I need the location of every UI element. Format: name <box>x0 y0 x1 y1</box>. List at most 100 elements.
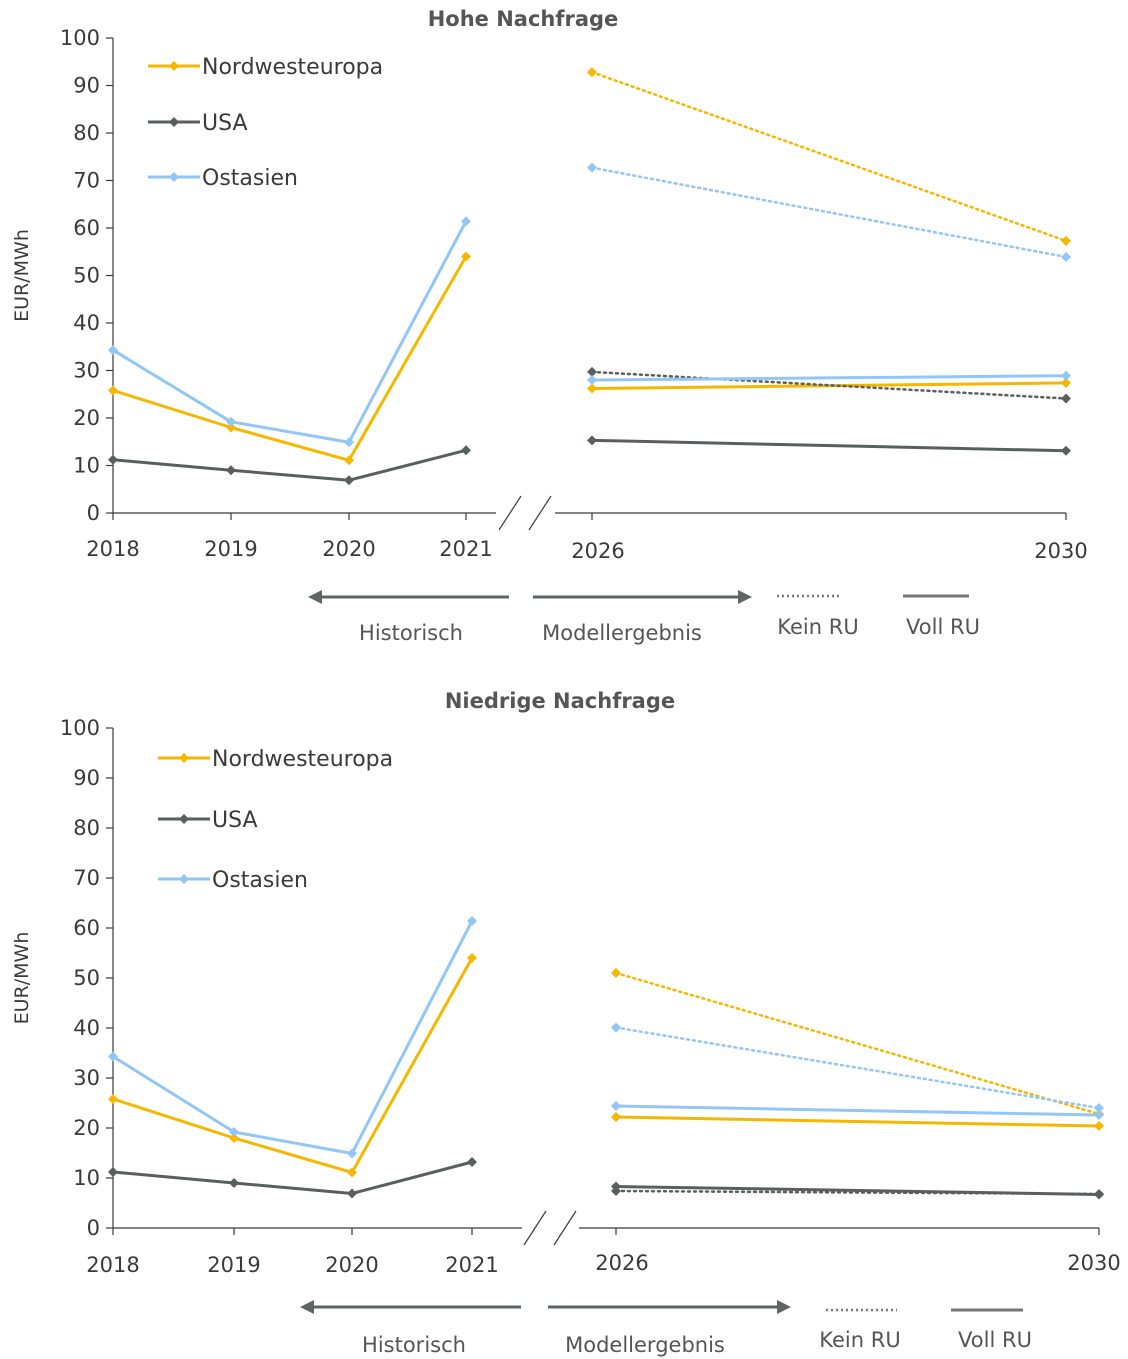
voll-ru-label: Voll RU <box>906 615 980 639</box>
series-line-historical <box>112 255 468 462</box>
series-line-historical <box>112 448 467 482</box>
y-tick-label: 0 <box>87 501 100 525</box>
series-ostasien: Ostasien <box>108 162 1071 448</box>
series-line-voll-ru <box>615 1115 1100 1128</box>
series-nordwesteuropa: Nordwesteuropa <box>108 55 1071 466</box>
data-point-historical <box>226 416 236 427</box>
data-point-historical <box>226 465 236 476</box>
data-point-historical <box>467 1157 477 1167</box>
data-point-kein-ru <box>587 67 597 78</box>
x-tick-label: 2030 <box>1034 539 1087 563</box>
kein-ru-label: Kein RU <box>819 1328 900 1352</box>
y-tick-label: 50 <box>73 264 100 288</box>
data-point-voll-ru <box>587 435 597 446</box>
y-tick-label: 70 <box>73 169 100 193</box>
chart-title: Niedrige Nachfrage <box>445 689 675 713</box>
series-line-kein-ru <box>590 70 1068 243</box>
voll-ru-label: Voll RU <box>958 1328 1032 1352</box>
data-point-voll-ru <box>611 1181 621 1192</box>
data-point-kein-ru <box>611 1022 621 1033</box>
series-line-kein-ru <box>614 1026 1101 1110</box>
modellergebnis-label: Modellergebnis <box>542 621 702 645</box>
arrow-right-icon <box>738 590 752 604</box>
y-tick-label: 70 <box>73 866 100 890</box>
y-tick-label: 40 <box>73 311 100 335</box>
annotation-key: Historisch Modellergebnis Kein RU Voll RU <box>300 1300 1032 1357</box>
data-point-voll-ru <box>1061 377 1071 388</box>
x-tick-label: 2018 <box>86 537 139 561</box>
annotation-key: Historisch Modellergebnis Kein RU Voll RU <box>308 590 980 645</box>
series-line-voll-ru <box>591 381 1067 391</box>
data-point-historical <box>344 437 354 448</box>
y-tick-label: 30 <box>73 1066 100 1090</box>
data-point-historical <box>108 345 118 356</box>
legend-label: Ostasien <box>212 868 308 893</box>
data-point-voll-ru <box>587 375 597 385</box>
legend-label: Ostasien <box>202 166 298 191</box>
series-usa: USA <box>108 808 1104 1200</box>
data-point-historical <box>229 1127 239 1137</box>
data-point-kein-ru <box>1061 251 1071 262</box>
data-point-voll-ru <box>1061 445 1071 456</box>
y-tick-label: 40 <box>73 1016 100 1040</box>
series-line-voll-ru <box>591 438 1067 453</box>
y-tick-label: 0 <box>87 1216 100 1240</box>
data-point-kein-ru <box>1061 235 1071 246</box>
legend-label: USA <box>202 111 248 136</box>
series-line-historical <box>112 920 474 1155</box>
series-nordwesteuropa: Nordwesteuropa <box>108 747 1104 1178</box>
series-line-historical <box>112 957 474 1174</box>
data-point-historical <box>344 455 354 466</box>
data-point-historical <box>344 475 354 486</box>
chart-1: Hohe NachfrageEUR/MWh0102030405060708090… <box>11 7 1088 645</box>
data-point-historical <box>108 385 118 396</box>
arrow-right-icon <box>777 1300 791 1314</box>
x-tick-label: 2021 <box>445 1253 498 1277</box>
legend-marker <box>169 61 179 71</box>
y-axis-label: EUR/MWh <box>11 229 33 322</box>
data-point-voll-ru <box>611 1101 621 1111</box>
data-point-kein-ru <box>587 162 597 173</box>
y-tick-label: 80 <box>73 816 100 840</box>
legend-label: Nordwesteuropa <box>212 747 393 772</box>
y-tick-label: 30 <box>73 359 100 383</box>
y-tick-label: 80 <box>73 121 100 145</box>
data-point-historical <box>347 1167 357 1178</box>
data-point-voll-ru <box>1094 1110 1104 1120</box>
series-line-voll-ru <box>615 1185 1100 1196</box>
series-line-voll-ru <box>615 1104 1100 1117</box>
y-tick-label: 10 <box>73 1166 100 1190</box>
y-tick-label: 50 <box>73 966 100 990</box>
y-axis-label: EUR/MWh <box>11 932 33 1025</box>
series-line-voll-ru <box>591 374 1067 382</box>
data-point-historical <box>108 1051 118 1062</box>
data-point-historical <box>347 1148 357 1159</box>
data-point-voll-ru <box>587 383 597 394</box>
y-tick-label: 100 <box>60 716 100 740</box>
data-point-voll-ru <box>1061 370 1071 381</box>
data-point-historical <box>226 422 236 433</box>
data-point-kein-ru <box>611 968 621 978</box>
axis-break-mark <box>523 1210 547 1246</box>
data-point-historical <box>467 916 477 926</box>
legend-marker <box>169 117 179 127</box>
data-point-historical <box>347 1188 357 1199</box>
chart-title: Hohe Nachfrage <box>428 7 619 31</box>
arrow-left-icon <box>308 590 322 604</box>
historisch-label: Historisch <box>359 621 463 645</box>
x-tick-label: 2026 <box>595 1251 648 1275</box>
series-line-historical <box>112 1160 473 1195</box>
y-tick-label: 90 <box>73 766 100 790</box>
data-point-historical <box>108 1094 118 1104</box>
data-point-historical <box>467 953 477 963</box>
data-point-historical <box>108 1167 118 1177</box>
series-line-kein-ru <box>590 166 1068 259</box>
data-point-historical <box>229 1178 239 1188</box>
legend-label: USA <box>212 808 258 833</box>
data-point-historical <box>108 454 118 465</box>
historisch-label: Historisch <box>362 1333 466 1357</box>
y-tick-label: 10 <box>73 454 100 478</box>
legend-marker <box>179 814 189 824</box>
data-point-historical <box>461 251 471 262</box>
